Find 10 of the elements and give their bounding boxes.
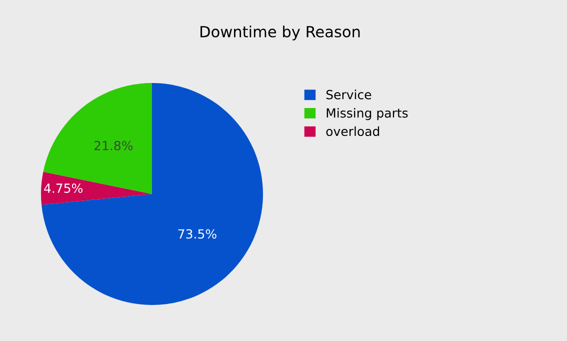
pie-slice	[42, 83, 263, 305]
pie-slice	[43, 83, 152, 194]
legend-label: Missing parts	[326, 108, 408, 120]
pie-slice	[41, 172, 152, 205]
legend-label: overload	[326, 126, 380, 136]
data-label: 21.8%	[94, 140, 133, 150]
chart-title: Downtime by Reason	[200, 26, 360, 40]
data-label: 4.75%	[44, 184, 82, 193]
legend-label: Service	[326, 90, 372, 100]
data-label: 73.5%	[178, 229, 216, 239]
